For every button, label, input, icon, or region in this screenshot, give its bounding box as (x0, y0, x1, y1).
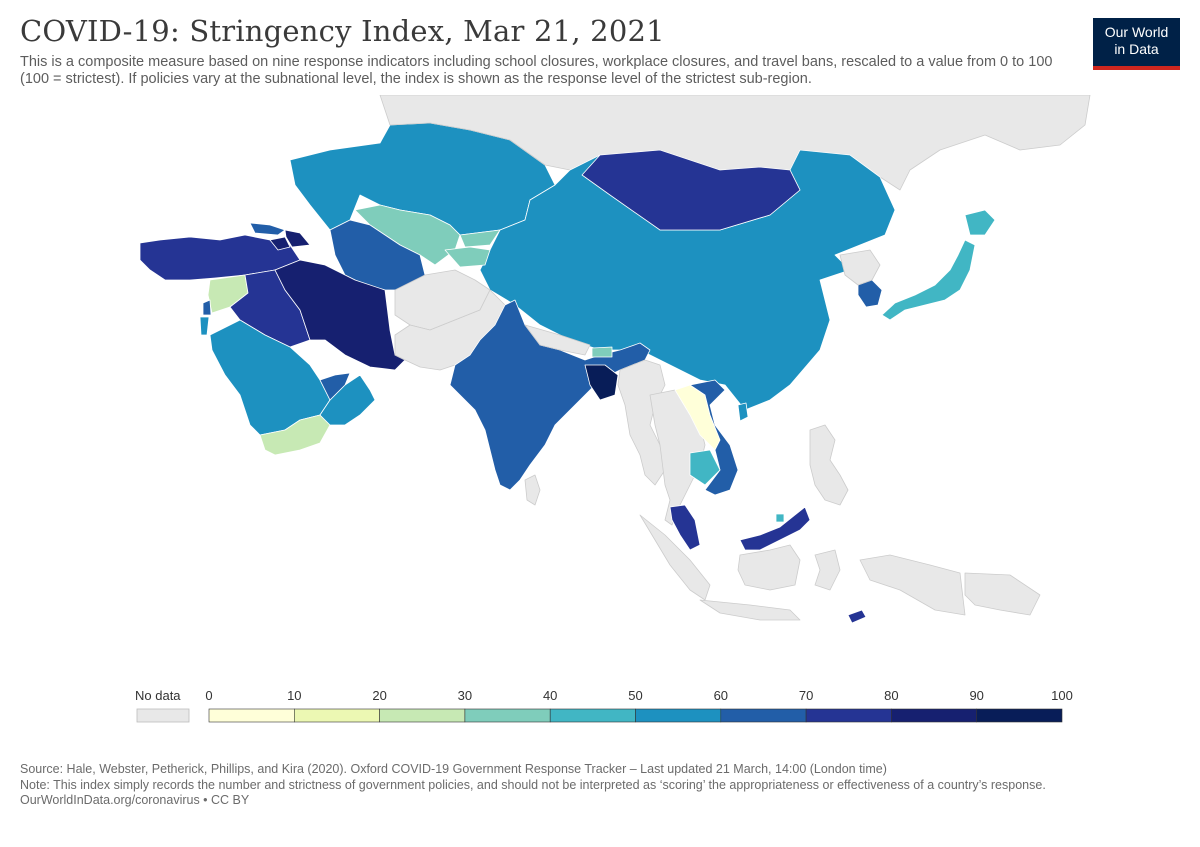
country-bhutan[interactable] (591, 346, 613, 358)
legend-bin-30-40[interactable] (464, 708, 551, 723)
country-indonesia[interactable] (639, 514, 966, 621)
country-tajikistan[interactable] (444, 246, 491, 268)
legend-tick-label: 10 (287, 688, 301, 703)
url-license[interactable]: OurWorldInData.org/coronavirus • CC BY (20, 793, 250, 808)
legend-bin-10-20[interactable] (294, 708, 380, 723)
legend-tick-label: 0 (205, 688, 212, 703)
legend-ticks: 0 10 20 30 40 50 60 70 80 90 100 (205, 688, 1072, 703)
legend-bins (208, 708, 1063, 723)
map-layer (139, 95, 1091, 624)
country-azerbaijan[interactable] (284, 229, 311, 248)
legend-tick-label: 60 (714, 688, 728, 703)
country-armenia[interactable] (269, 236, 291, 251)
choropleth-map (139, 95, 1091, 624)
legend-no-data-swatch[interactable] (136, 708, 190, 723)
country-north-korea[interactable] (839, 249, 881, 286)
source-text: Source: Hale, Webster, Petherick, Philli… (20, 762, 887, 776)
country-bangladesh[interactable] (584, 364, 619, 401)
legend-tick-label: 50 (628, 688, 642, 703)
country-sri-lanka[interactable] (524, 474, 541, 506)
country-iran[interactable] (274, 259, 406, 371)
legend-bin-0-10[interactable] (208, 708, 295, 723)
chart-subtitle: This is a composite measure based on nin… (20, 54, 1053, 87)
country-vietnam[interactable] (689, 379, 739, 496)
legend-tick-label: 80 (884, 688, 898, 703)
logo-accent-bar (1093, 66, 1180, 70)
country-mongolia[interactable] (581, 149, 801, 231)
country-pakistan[interactable] (394, 289, 506, 371)
country-taiwan[interactable] (737, 402, 749, 422)
legend-tick-label: 30 (458, 688, 472, 703)
legend-tick-label: 90 (969, 688, 983, 703)
country-timor-leste[interactable] (847, 609, 867, 624)
country-malaysia[interactable] (669, 504, 811, 551)
chart-title: COVID-19: Stringency Index, Mar 21, 2021 (20, 14, 665, 48)
legend-bin-50-60[interactable] (635, 708, 722, 723)
legend-tick-label: 20 (372, 688, 386, 703)
country-philippines[interactable] (809, 424, 849, 506)
country-united-arab-emirates[interactable] (319, 372, 351, 401)
country-oman[interactable] (319, 374, 376, 426)
legend-bin-80-90[interactable] (891, 708, 978, 723)
legend-tick-label: 70 (799, 688, 813, 703)
country-yemen[interactable] (259, 414, 331, 456)
country-israel[interactable] (199, 316, 210, 336)
footer: Source: Hale, Webster, Petherick, Philli… (20, 762, 1170, 809)
legend-tick-label: 40 (543, 688, 557, 703)
country-georgia[interactable] (249, 222, 286, 236)
country-lebanon[interactable] (202, 299, 212, 316)
legend-no-data-label: No data (135, 688, 181, 703)
legend-bin-40-50[interactable] (549, 708, 636, 723)
country-nepal[interactable] (524, 324, 591, 356)
country-cambodia[interactable] (689, 449, 721, 486)
legend-bin-70-80[interactable] (805, 708, 892, 723)
country-japan[interactable] (881, 209, 996, 321)
logo-line-1: Our World (1104, 24, 1169, 40)
note-text: Note: This index simply records the numb… (20, 777, 1046, 792)
legend-bin-20-30[interactable] (379, 708, 466, 723)
owid-logo[interactable]: Our World in Data (1093, 18, 1180, 70)
country-brunei[interactable] (775, 513, 785, 523)
legend-bin-60-70[interactable] (720, 708, 807, 723)
legend-tick-label: 100 (1051, 688, 1073, 703)
country-papua-new-guinea[interactable] (964, 572, 1041, 616)
legend-bin-90-100[interactable] (976, 708, 1063, 723)
country-kyrgyzstan[interactable] (459, 229, 501, 248)
map-legend: No data 0 10 20 30 40 50 60 70 80 90 100 (135, 688, 1073, 723)
logo-line-2: in Data (1114, 41, 1159, 57)
